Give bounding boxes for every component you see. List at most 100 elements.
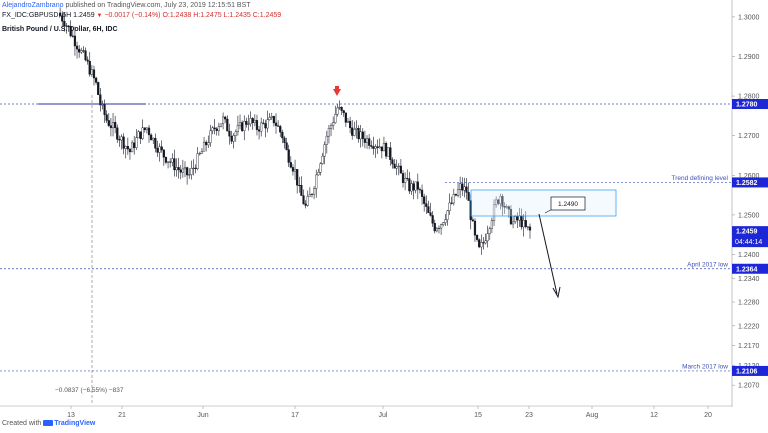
candle-body [440,224,443,229]
candle-body [404,177,407,183]
price-tick-label: 1.2220 [738,323,760,330]
candle-body [414,181,417,191]
candle-body [393,163,396,169]
candle-body [334,114,337,123]
candle-body [507,206,510,210]
author-name[interactable]: AlejandroZambrano [2,2,64,9]
candle-body [363,138,367,143]
candle-body [509,209,513,225]
candle-body [139,131,142,139]
candle-body [416,181,419,190]
candle-body [289,162,292,168]
candle-body [490,220,494,229]
candle-body [270,116,273,118]
candle-body [156,148,159,153]
time-tick-label: 15 [474,412,482,419]
candle-body [221,116,225,125]
candle-body [473,220,477,236]
candle-body [251,118,254,123]
candle-body [387,147,390,157]
candle-body [243,120,246,131]
candle-body [166,161,170,163]
candle-body [348,120,352,129]
time-axis: 13 21 Jun 17 Jul 15 23 Aug 12 20 [0,405,732,419]
candle-body [69,26,72,37]
candle-body [340,107,343,111]
candle-body [323,144,326,157]
candle-body [158,146,161,153]
candle-body [73,35,77,47]
candle-body [213,127,216,129]
candle-body [391,159,394,165]
candle-body [211,127,214,132]
price-tick-label: 1.2170 [738,343,760,350]
candle-body [224,116,227,120]
candle-body [92,69,96,79]
candle-body [99,94,102,106]
candle-body [145,127,148,131]
candle-body [520,215,523,228]
price-tick-label: 1.2600 [738,173,760,180]
candle-body [461,183,464,191]
candle-body [456,189,460,196]
price-tick-label: 1.2340 [738,276,760,283]
candle-body [171,158,174,163]
candle-body [317,172,320,176]
candle-body [425,203,428,207]
price-tick-label: 1.2500 [738,212,760,219]
candle-body [94,77,98,83]
countdown-label: 04:44:14 [735,239,762,246]
candle-body [200,151,204,154]
candle-body [374,146,377,149]
candle-body [61,15,64,22]
candle-body [160,146,163,151]
candle-body [230,135,233,142]
down-triangle-icon: ▼ [96,13,103,19]
candle-body [228,130,231,137]
candle-body [492,204,496,221]
candle-body [351,127,354,136]
candle-body [370,145,373,147]
candle-body [183,167,187,170]
candle-body [107,120,110,126]
candle-body [175,167,178,171]
candle-body [232,135,235,142]
projection-arrow [538,213,558,295]
candle-body [209,130,212,144]
candle-body [255,120,259,130]
candle-body [97,82,100,95]
level-label: Trend defining level [672,175,729,182]
candle-body [410,183,413,192]
price-tag-label: 1.2582 [736,180,758,187]
candle-body [516,216,519,221]
instrument-title: British Pound / U.S. Dollar, 6H, IDC [2,26,118,33]
candle-body [111,122,115,129]
candle-body [202,141,206,152]
candle-body [342,110,345,114]
candle-body [188,174,191,176]
candle-body [327,128,331,137]
candle-body [361,131,364,139]
candle-body [179,169,182,173]
price-tag-bg [732,263,768,274]
candle-body [378,146,381,148]
symbol-line: FX_IDC:GBPUSD, 6H 1.2459 [2,12,95,19]
price-tag-label: 1.2364 [736,266,758,273]
candle-body [217,126,220,131]
annotations [91,86,617,405]
candle-body [257,129,261,132]
time-tick-label: 21 [118,412,126,419]
candle-body [196,153,199,169]
candle-body [524,220,527,227]
price-tick-label: 1.2070 [738,383,760,390]
candle-body [173,158,176,171]
tradingview-brand[interactable]: TradingView [54,420,96,427]
candle-body [408,178,411,192]
candle-body [126,146,129,150]
candle-body [277,125,280,127]
candle-body [287,149,290,163]
candle-body [505,206,508,208]
candle-body [444,219,447,223]
candle-body [399,165,402,174]
